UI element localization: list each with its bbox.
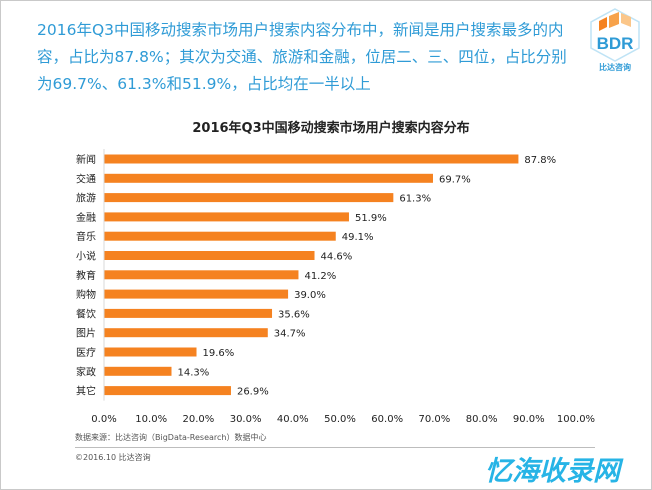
- value-label: 61.3%: [399, 194, 431, 205]
- x-tick-label: 90.0%: [513, 414, 545, 425]
- value-label: 69.7%: [439, 174, 471, 185]
- bdr-logo: BDR 比达咨询: [587, 7, 643, 73]
- x-tick-label: 70.0%: [419, 414, 451, 425]
- bar-chart: 2016年Q3中国移动搜索市场用户搜索内容分布 新闻 87.8% 交通 69.7% 旅游…: [76, 120, 595, 425]
- bar: [104, 308, 273, 318]
- bdr-logo-name: 比达咨询: [599, 63, 631, 72]
- category-label: 教育: [76, 269, 96, 282]
- x-tick-label: 40.0%: [277, 414, 309, 425]
- category-label: 餐饮: [76, 307, 96, 320]
- category-label: 小说: [76, 250, 96, 263]
- bar: [104, 231, 336, 241]
- bar: [104, 154, 519, 164]
- bar: [104, 366, 172, 376]
- value-label: 44.6%: [321, 252, 353, 263]
- copyright-note: ©2016.10 比达咨询: [75, 453, 151, 462]
- bar: [104, 386, 231, 396]
- category-label: 家政: [76, 365, 96, 378]
- bar: [104, 289, 289, 299]
- category-label: 金融: [76, 211, 96, 224]
- x-tick-label: 50.0%: [324, 414, 356, 425]
- value-label: 34.7%: [274, 329, 306, 340]
- bar: [104, 212, 349, 222]
- x-tick-label: 20.0%: [183, 414, 215, 425]
- category-label: 医疗: [76, 346, 96, 359]
- bdr-logo-icon: BDR: [590, 8, 640, 62]
- x-tick-label: 10.0%: [135, 414, 167, 425]
- x-tick-label: 0.0%: [91, 414, 116, 425]
- bar: [104, 193, 394, 203]
- value-label: 14.3%: [177, 367, 209, 378]
- x-tick-label: 80.0%: [466, 414, 498, 425]
- value-label: 87.8%: [524, 155, 556, 166]
- category-label: 其它: [76, 385, 96, 398]
- divider: [75, 447, 595, 448]
- value-label: 49.1%: [342, 232, 374, 243]
- value-label: 39.0%: [294, 290, 326, 301]
- value-label: 19.6%: [203, 348, 235, 359]
- x-tick-label: 60.0%: [371, 414, 403, 425]
- bar: [104, 270, 299, 280]
- x-tick-label: 30.0%: [230, 414, 262, 425]
- value-label: 26.9%: [237, 387, 269, 398]
- x-tick-label: 100.0%: [557, 414, 595, 425]
- category-label: 新闻: [76, 153, 96, 166]
- bar: [104, 347, 197, 357]
- category-label: 音乐: [76, 230, 96, 243]
- category-label: 图片: [76, 327, 96, 340]
- bar: [104, 328, 268, 338]
- value-label: 51.9%: [355, 213, 387, 224]
- value-label: 35.6%: [278, 309, 310, 320]
- category-label: 交通: [76, 172, 96, 185]
- bar: [104, 173, 433, 183]
- bdr-logo-mark: BDR: [597, 34, 634, 53]
- bar: [104, 251, 315, 260]
- watermark: 忆海收录网: [485, 456, 620, 487]
- category-label: 旅游: [76, 192, 96, 205]
- category-label: 购物: [76, 288, 96, 301]
- headline: 2016年Q3中国移动搜索市场用户搜索内容分布中，新闻是用户搜索最多的内容，占比…: [37, 21, 567, 93]
- value-label: 41.2%: [304, 271, 336, 282]
- chart-title: 2016年Q3中国移动搜索市场用户搜索内容分布: [192, 120, 469, 136]
- source-note: 数据来源：比达咨询（BigData-Research）数据中心: [75, 433, 267, 442]
